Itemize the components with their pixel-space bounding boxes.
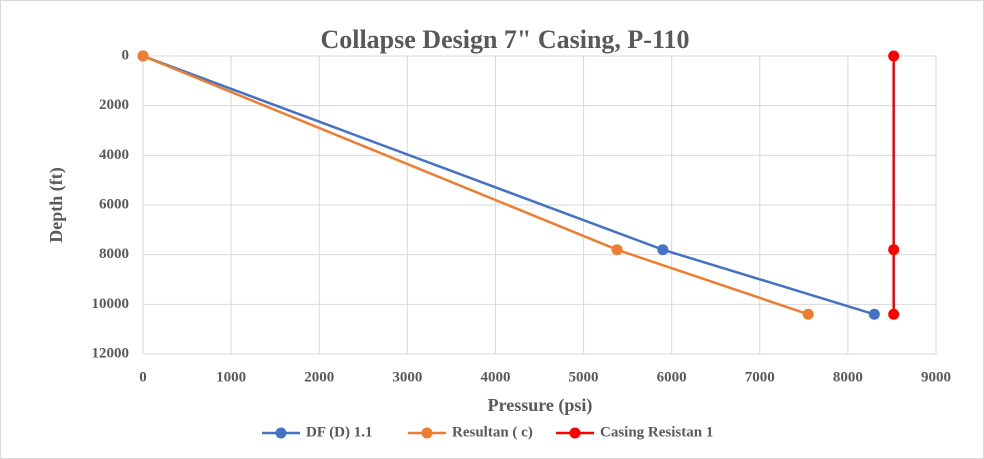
legend-item: DF (D) 1.1 (262, 424, 373, 440)
chart-title: Collapse Design 7" Casing, P-110 (320, 25, 689, 54)
x-tick-label: 4000 (480, 369, 510, 385)
data-point (137, 50, 149, 62)
data-point (888, 50, 900, 62)
legend-label: Casing Resistan 1 (600, 424, 713, 440)
legend-marker (569, 427, 581, 439)
x-tick-label: 9000 (921, 369, 951, 385)
legend-item: Casing Resistan 1 (556, 424, 713, 440)
legend-marker (421, 427, 433, 439)
x-tick-label: 0 (139, 369, 147, 385)
legend-label: Resultan ( c) (452, 424, 533, 440)
x-tick-label: 1000 (216, 369, 246, 385)
data-point (888, 244, 900, 256)
y-tick-label: 12000 (92, 345, 130, 361)
data-point (802, 308, 814, 320)
data-point (611, 244, 623, 256)
legend-marker (275, 427, 287, 439)
x-tick-label: 6000 (657, 369, 687, 385)
y-tick-label: 0 (122, 47, 130, 63)
y-tick-label: 10000 (92, 296, 130, 312)
y-tick-label: 2000 (99, 97, 129, 113)
x-tick-label: 7000 (745, 369, 775, 385)
legend-label: DF (D) 1.1 (306, 424, 373, 440)
x-tick-label: 5000 (569, 369, 599, 385)
data-point (657, 244, 669, 256)
y-tick-label: 8000 (99, 246, 129, 262)
data-point (888, 308, 900, 320)
x-tick-label: 8000 (833, 369, 863, 385)
x-tick-label: 3000 (392, 369, 422, 385)
y-tick-label: 6000 (99, 196, 129, 212)
legend-item: Resultan ( c) (408, 424, 533, 440)
y-tick-label: 4000 (99, 147, 129, 163)
x-axis-title: Pressure (psi) (488, 395, 593, 416)
y-axis-title: Depth (ft) (46, 167, 67, 242)
data-point (868, 308, 880, 320)
x-tick-label: 2000 (304, 369, 334, 385)
